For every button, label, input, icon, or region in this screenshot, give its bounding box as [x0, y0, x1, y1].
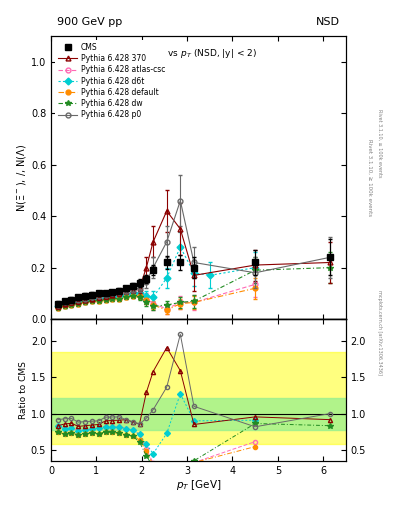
Text: Rivet 3.1.10, ≥ 100k events: Rivet 3.1.10, ≥ 100k events	[377, 109, 382, 178]
X-axis label: $p_T$ [GeV]: $p_T$ [GeV]	[176, 478, 221, 493]
Y-axis label: Ratio to CMS: Ratio to CMS	[19, 361, 28, 419]
Legend: CMS, Pythia 6.428 370, Pythia 6.428 atlas-csc, Pythia 6.428 d6t, Pythia 6.428 de: CMS, Pythia 6.428 370, Pythia 6.428 atla…	[55, 39, 168, 122]
Text: Rivet 3.1.10, ≥ 100k events: Rivet 3.1.10, ≥ 100k events	[367, 139, 372, 216]
Text: 900 GeV pp: 900 GeV pp	[57, 17, 122, 27]
Text: mcplots.cern.ch [arXiv:1306.3436]: mcplots.cern.ch [arXiv:1306.3436]	[377, 290, 382, 375]
Text: $\Xi^-/\Lambda$  vs $p_T$ (NSD, |y| < 2): $\Xi^-/\Lambda$ vs $p_T$ (NSD, |y| < 2)	[140, 47, 257, 60]
Text: NSD: NSD	[316, 17, 340, 27]
Y-axis label: N($\Xi^-$), /, N($\Lambda$): N($\Xi^-$), /, N($\Lambda$)	[15, 143, 28, 211]
